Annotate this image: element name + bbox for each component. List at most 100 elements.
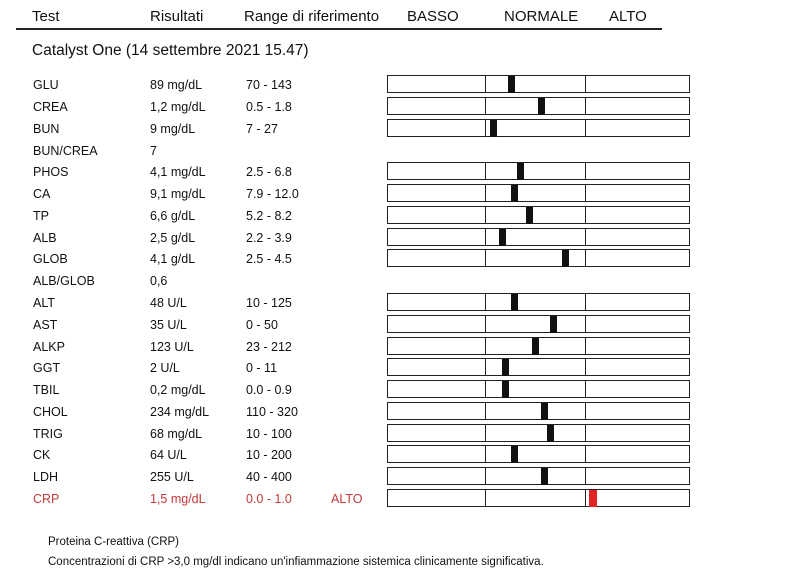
bar-segment-high bbox=[585, 315, 690, 333]
bar-segment-low bbox=[387, 228, 486, 246]
test-name: CHOL bbox=[33, 405, 68, 419]
note-title: Proteina C-reattiva (CRP) bbox=[48, 536, 180, 548]
reference-range: 0.0 - 1.0 bbox=[246, 492, 292, 506]
bar-segment-low bbox=[387, 75, 486, 93]
bar-segment-high bbox=[585, 424, 690, 442]
bar-segment-low bbox=[387, 249, 486, 267]
test-name: TRIG bbox=[33, 427, 63, 441]
reference-range: 0 - 11 bbox=[246, 361, 278, 375]
reference-range: 2.5 - 4.5 bbox=[246, 252, 292, 266]
bar-segment-high bbox=[585, 380, 690, 398]
bar-segment-low bbox=[387, 337, 486, 355]
bar-segment-high bbox=[585, 184, 690, 202]
level-marker bbox=[531, 338, 539, 355]
bar-segment-high bbox=[585, 337, 690, 355]
bar-segment-low bbox=[387, 206, 486, 224]
range-bar bbox=[387, 162, 690, 182]
reference-range: 23 - 212 bbox=[246, 340, 292, 354]
reference-range: 10 - 100 bbox=[246, 427, 292, 441]
test-name: CRP bbox=[33, 492, 60, 506]
range-bar bbox=[387, 445, 690, 465]
level-marker bbox=[589, 490, 598, 507]
bar-segment-normal bbox=[485, 293, 586, 311]
range-bar bbox=[387, 206, 690, 226]
range-bar bbox=[387, 424, 690, 444]
header-test: Test bbox=[32, 8, 60, 25]
bar-segment-normal bbox=[485, 119, 586, 137]
bar-segment-high bbox=[585, 358, 690, 376]
bar-segment-normal bbox=[485, 489, 586, 507]
reference-range: 7 - 27 bbox=[246, 122, 278, 136]
table-row: BUN/CREA 7 bbox=[0, 141, 790, 161]
header-divider bbox=[16, 28, 662, 30]
header-results: Risultati bbox=[150, 8, 204, 25]
bar-segment-low bbox=[387, 162, 486, 180]
test-name: ALB/GLOB bbox=[33, 274, 95, 288]
result-value: 89 mg/dL bbox=[150, 78, 203, 92]
table-row: LDH 255 U/L 40 - 400 bbox=[0, 467, 790, 487]
table-row: TP 6,6 g/dL 5.2 - 8.2 bbox=[0, 206, 790, 226]
result-value: 35 U/L bbox=[150, 318, 187, 332]
bar-segment-high bbox=[585, 489, 690, 507]
level-marker bbox=[541, 403, 549, 420]
table-row: GLOB 4,1 g/dL 2.5 - 4.5 bbox=[0, 249, 790, 269]
result-value: 4,1 g/dL bbox=[150, 252, 196, 266]
reference-range: 110 - 320 bbox=[246, 405, 298, 419]
bar-segment-high bbox=[585, 228, 690, 246]
table-row: TBIL 0,2 mg/dL 0.0 - 0.9 bbox=[0, 380, 790, 400]
result-value: 9,1 mg/dL bbox=[150, 187, 206, 201]
level-marker bbox=[498, 229, 506, 246]
bar-segment-normal bbox=[485, 206, 586, 224]
test-name: CA bbox=[33, 187, 51, 201]
level-marker bbox=[538, 98, 546, 115]
test-name: LDH bbox=[33, 470, 59, 484]
bar-segment-low bbox=[387, 445, 486, 463]
level-marker bbox=[547, 425, 555, 442]
table-row: ALT 48 U/L 10 - 125 bbox=[0, 293, 790, 313]
range-bar bbox=[387, 467, 690, 487]
table-row: GLU 89 mg/dL 70 - 143 bbox=[0, 75, 790, 95]
level-marker bbox=[510, 185, 518, 202]
test-name: ALB bbox=[33, 231, 57, 245]
test-name: TBIL bbox=[33, 383, 60, 397]
table-row: GGT 2 U/L 0 - 11 bbox=[0, 358, 790, 378]
bar-segment-normal bbox=[485, 75, 586, 93]
level-marker bbox=[562, 250, 570, 267]
result-value: 255 U/L bbox=[150, 470, 194, 484]
bar-segment-high bbox=[585, 162, 690, 180]
level-marker bbox=[541, 468, 549, 485]
bar-segment-normal bbox=[485, 358, 586, 376]
header-high: ALTO bbox=[609, 8, 647, 25]
bar-segment-high bbox=[585, 206, 690, 224]
test-name: ALT bbox=[33, 296, 55, 310]
level-marker bbox=[510, 294, 518, 311]
test-name: TP bbox=[33, 209, 49, 223]
note-text: Concentrazioni di CRP >3,0 mg/dl indican… bbox=[48, 556, 544, 568]
bar-segment-low bbox=[387, 424, 486, 442]
level-marker bbox=[525, 207, 533, 224]
reference-range: 2.2 - 3.9 bbox=[246, 231, 292, 245]
test-name: GLU bbox=[33, 78, 59, 92]
bar-segment-low bbox=[387, 184, 486, 202]
bar-segment-low bbox=[387, 467, 486, 485]
range-bar bbox=[387, 228, 690, 248]
flag-label: ALTO bbox=[331, 492, 363, 506]
bar-segment-low bbox=[387, 380, 486, 398]
bar-segment-normal bbox=[485, 249, 586, 267]
reference-range: 40 - 400 bbox=[246, 470, 292, 484]
result-value: 123 U/L bbox=[150, 340, 194, 354]
bar-segment-normal bbox=[485, 97, 586, 115]
bar-segment-low bbox=[387, 402, 486, 420]
range-bar bbox=[387, 337, 690, 357]
level-marker bbox=[550, 316, 558, 333]
bar-segment-low bbox=[387, 315, 486, 333]
bar-segment-low bbox=[387, 293, 486, 311]
result-value: 0,6 bbox=[150, 274, 168, 288]
bar-segment-low bbox=[387, 358, 486, 376]
reference-range: 10 - 125 bbox=[246, 296, 292, 310]
result-value: 6,6 g/dL bbox=[150, 209, 196, 223]
range-bar bbox=[387, 75, 690, 95]
reference-range: 70 - 143 bbox=[246, 78, 292, 92]
reference-range: 5.2 - 8.2 bbox=[246, 209, 292, 223]
result-value: 1,5 mg/dL bbox=[150, 492, 206, 506]
